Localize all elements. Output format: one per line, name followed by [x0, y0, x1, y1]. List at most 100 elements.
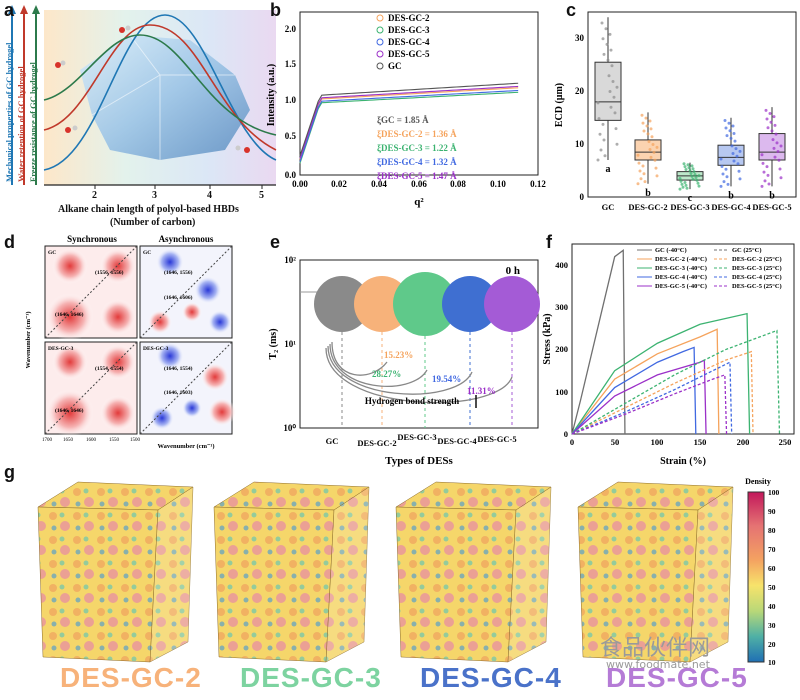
f-series-0: [571, 249, 626, 435]
b-xlabel: q²: [414, 196, 424, 208]
d-xtick-2: 1600: [86, 438, 97, 443]
c-point: [768, 111, 772, 115]
panel-g-cubes: Density 100 90 80 70 60 50 40 30 20 10: [37, 477, 780, 667]
c-point: [606, 58, 610, 62]
e-percent-3: 11.31%: [467, 386, 496, 396]
b-legend-marker-2: [376, 14, 384, 22]
b-annot-3: ξDES-GC-3 = 1.22 Å: [377, 143, 457, 153]
c-point: [597, 117, 601, 121]
panel-b-label: b: [270, 0, 281, 20]
c-point: [602, 138, 606, 142]
c-point: [680, 182, 684, 186]
c-point: [642, 129, 646, 133]
panel-d-label: d: [4, 232, 15, 252]
c-point: [646, 132, 650, 136]
f-ytick-2: 200: [555, 344, 568, 354]
c-point: [719, 157, 723, 161]
c-point: [683, 180, 687, 184]
d-peak-3: (1646, 1606): [164, 294, 193, 301]
panel-a-xtick-5: 5: [259, 190, 264, 201]
panel-a-xtick-3: 3: [152, 190, 157, 201]
c-point: [598, 132, 602, 136]
c-point: [732, 132, 736, 136]
b-legend-gc: GC: [388, 61, 402, 71]
cbar-tick-7: 30: [768, 621, 776, 630]
c-point: [766, 126, 770, 130]
cube-3-side: [689, 486, 734, 663]
c-point: [761, 161, 765, 165]
panel-e-label: e: [270, 232, 281, 252]
panel-e-plot: 10⁰ 10¹ 10² 0 h 15.23% 28.27% 19.54% 11.…: [268, 255, 540, 467]
d-rowlabel-1: GC: [143, 250, 151, 256]
c-point: [779, 144, 783, 148]
f-series-8: [571, 361, 733, 435]
b-legend-2: DES-GC-2: [388, 13, 430, 23]
c-point: [649, 155, 653, 159]
c-point: [613, 111, 617, 115]
c-point: [638, 169, 642, 173]
d-peak-5: (1646, 1646): [55, 407, 84, 414]
c-point: [652, 150, 656, 154]
c-point: [644, 116, 648, 120]
c-point: [681, 185, 685, 189]
c-point: [690, 164, 694, 168]
cbar-tick-3: 70: [768, 545, 776, 554]
c-point: [601, 122, 605, 126]
c-point: [738, 177, 742, 181]
f-ytick-4: 400: [555, 260, 568, 270]
c-point: [729, 136, 733, 140]
b-xtick-3: 0.06: [411, 179, 427, 189]
b-ytick-2: 1.0: [285, 95, 297, 105]
d-peak-6: (1646, 1554): [164, 365, 193, 372]
c-point: [609, 105, 613, 109]
c-point: [641, 164, 645, 168]
c-point: [693, 173, 697, 177]
panel-d-maps: Synchronous Asynchronous: [25, 234, 236, 450]
c-point: [778, 167, 782, 171]
c-point: [600, 21, 604, 25]
c-point: [636, 182, 640, 186]
b-legend-3: DES-GC-3: [388, 25, 430, 35]
c-point: [763, 179, 767, 183]
f-leg-r-1: DES-GC-2 (25°C): [732, 256, 782, 263]
b-legend-marker-3: [376, 26, 384, 34]
c-point: [760, 184, 764, 188]
c-point: [765, 165, 769, 169]
d-xtick-3: 1550: [109, 438, 120, 443]
e-percent-2: 19.54%: [432, 374, 461, 384]
c-point: [684, 168, 688, 172]
c-point: [773, 123, 777, 127]
cbar-tick-8: 20: [768, 640, 776, 649]
cube-label-desgc3: DES-GC-3: [240, 662, 382, 693]
c-point: [654, 166, 658, 170]
d-ylabel: Wavenumber (cm⁻¹): [25, 311, 32, 368]
d-peak-4: (1554, 1554): [95, 365, 124, 372]
c-point: [605, 42, 609, 46]
c-point: [690, 174, 694, 178]
c-letter-4: b: [769, 190, 775, 201]
c-point: [697, 184, 701, 188]
c-point: [691, 177, 695, 181]
c-point: [724, 126, 728, 130]
f-series-4: [571, 359, 707, 435]
cbar-tick-4: 60: [768, 564, 776, 573]
colorbar-title: Density: [745, 477, 771, 486]
b-legend-marker-5: [376, 50, 384, 58]
b-ylabel: Intensity (a.u.): [266, 64, 277, 127]
c-point: [651, 143, 655, 147]
b-ytick-1: 0.5: [285, 131, 297, 141]
d-xlabel: Wavenumber (cm⁻¹): [157, 443, 214, 450]
d-xtick-4: 1500: [130, 438, 141, 443]
c-point: [731, 151, 735, 155]
c-point: [689, 171, 693, 175]
c-point: [636, 153, 640, 157]
e-ylabel: T₂ (ms): [268, 328, 279, 359]
c-point: [697, 174, 701, 178]
c-point: [731, 124, 735, 128]
f-xtick-1: 50: [611, 437, 620, 447]
c-letter-1: b: [645, 188, 651, 199]
panel-a-xtick-2: 2: [92, 190, 97, 201]
panel-c-plot: a b c b b 0 10 20 30 ECD (μm) GC DES-GC-2 DE…: [554, 11, 797, 212]
c-point: [610, 64, 614, 68]
cbar-tick-5: 50: [768, 583, 776, 592]
